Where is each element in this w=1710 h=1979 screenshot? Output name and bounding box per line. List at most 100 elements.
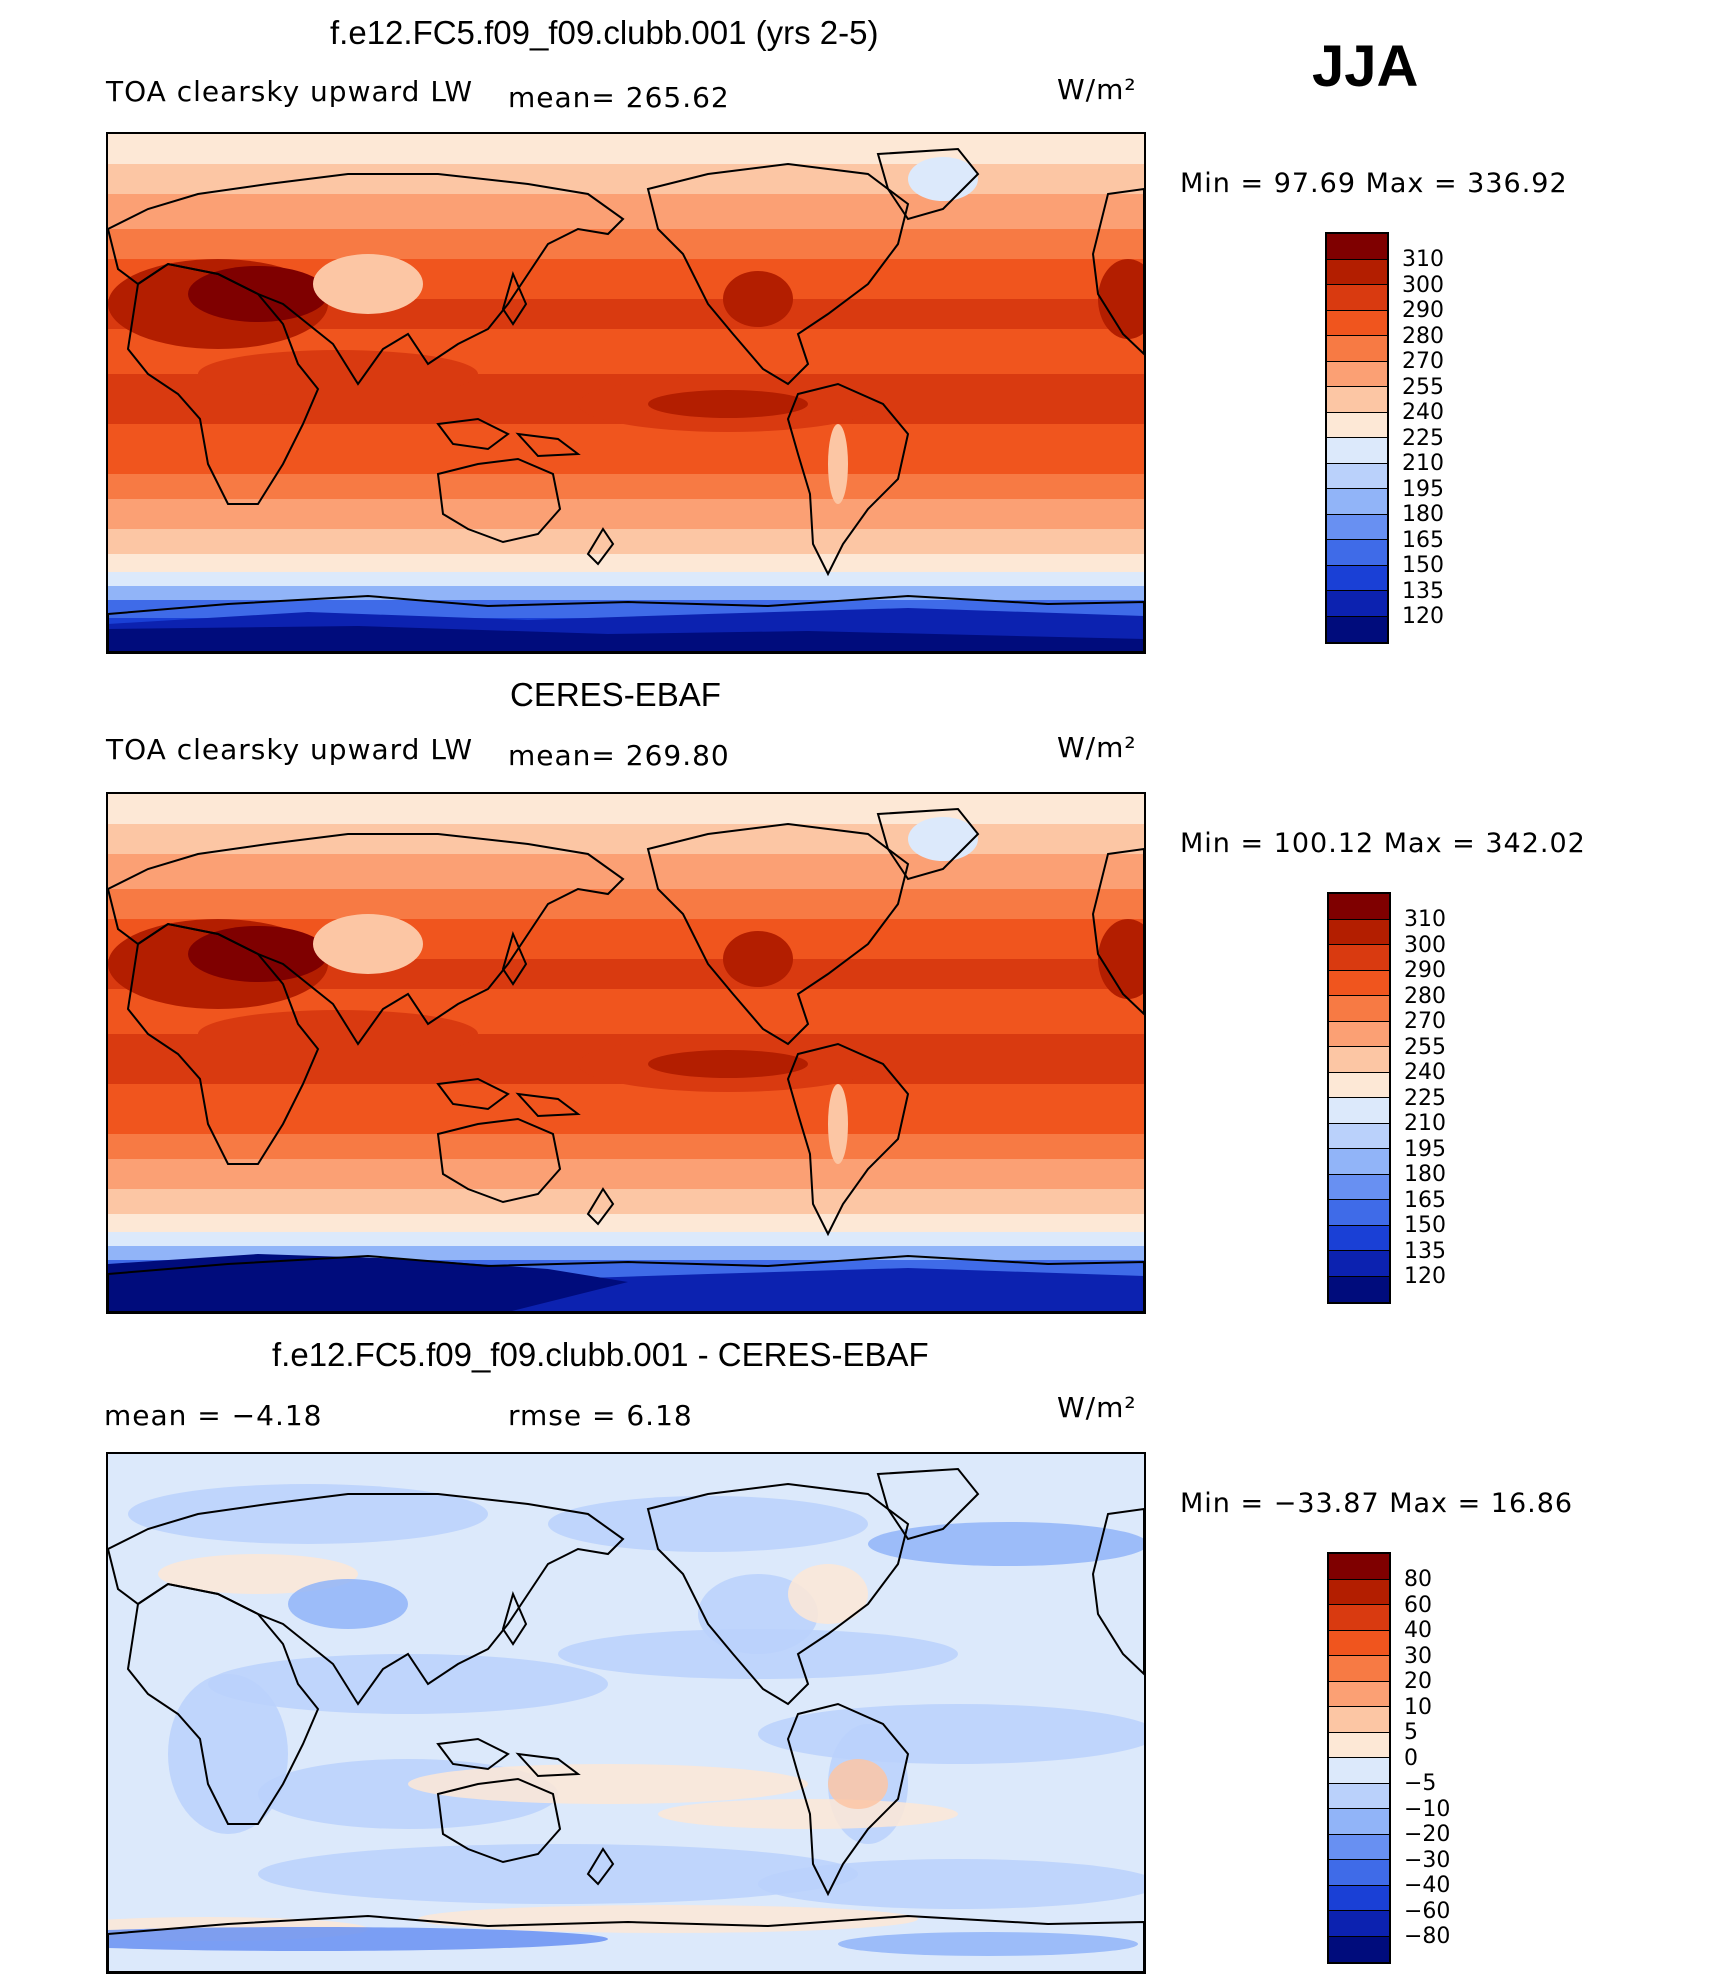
colorbar-swatch: [1329, 1911, 1389, 1937]
colorbar-swatch: [1329, 1681, 1389, 1707]
colorbar-swatch: [1327, 565, 1387, 591]
colorbar-swatch: [1327, 259, 1387, 285]
colorbar-tick-label: 165: [1404, 1187, 1446, 1213]
colorbar-swatch: [1327, 361, 1387, 387]
colorbar-tick-label: 280: [1402, 323, 1444, 349]
colorbar-tick-label: 135: [1402, 578, 1444, 604]
panel-3-min-max: Min = −33.87 Max = 16.86: [1180, 1488, 1574, 1519]
panel-1-field: [108, 134, 1144, 652]
colorbar-tick-label: 310: [1402, 247, 1444, 272]
colorbar-swatch: [1329, 1123, 1389, 1149]
colorbar-tick-label: 120: [1404, 1264, 1446, 1289]
colorbar-tick-label: 135: [1404, 1238, 1446, 1264]
panel-3-map: [106, 1452, 1146, 1974]
colorbar-swatch: [1329, 1707, 1389, 1733]
colorbar-tick-label: 180: [1402, 502, 1444, 527]
colorbar-swatch: [1327, 234, 1387, 260]
colorbar-swatch: [1329, 1276, 1389, 1302]
colorbar-swatch: [1329, 1225, 1389, 1251]
colorbar-swatch: [1329, 1174, 1389, 1200]
colorbar-swatch: [1329, 1579, 1389, 1605]
panel-1-mean: mean= 265.62: [508, 81, 730, 114]
colorbar-swatch: [1329, 1809, 1389, 1835]
colorbar-tick-label: 195: [1402, 476, 1444, 502]
panel-1-min-max: Min = 97.69 Max = 336.92: [1180, 168, 1568, 199]
panel-3-colorbar: [1327, 1552, 1391, 1964]
colorbar-swatch: [1327, 438, 1387, 464]
colorbar-tick-label: 0: [1404, 1745, 1418, 1771]
colorbar-swatch: [1327, 616, 1387, 642]
panel-1-colorbar-labels: 310 300 290 280 270 255 240 225 210 195 180 165 150 1…: [1402, 247, 1444, 630]
colorbar-swatch: [1329, 1758, 1389, 1784]
panel-1-units: W/m²: [1057, 73, 1137, 106]
colorbar-swatch: [1327, 463, 1387, 489]
colorbar-swatch: [1329, 1860, 1389, 1886]
colorbar-swatch: [1329, 1047, 1389, 1073]
panel-3-rmse: rmse = 6.18: [508, 1399, 693, 1432]
colorbar-swatch: [1329, 1885, 1389, 1911]
colorbar-swatch: [1329, 996, 1389, 1022]
colorbar-tick-label: 210: [1402, 451, 1444, 476]
colorbar-swatch: [1327, 489, 1387, 515]
colorbar-tick-label: 280: [1404, 983, 1446, 1009]
panel-2-field: [108, 794, 1144, 1312]
colorbar-tick-label: −80: [1404, 1924, 1451, 1949]
panel-1-title: f.e12.FC5.f09_f09.clubb.001 (yrs 2-5): [330, 14, 879, 51]
colorbar-tick-label: 150: [1404, 1213, 1446, 1238]
colorbar-tick-label: 195: [1404, 1136, 1446, 1162]
colorbar-swatch: [1329, 1783, 1389, 1809]
colorbar-tick-label: −60: [1404, 1898, 1451, 1924]
colorbar-tick-label: 60: [1404, 1592, 1432, 1618]
colorbar-swatch: [1329, 1936, 1389, 1962]
colorbar-swatch: [1327, 387, 1387, 413]
panel-2-variable-label: TOA clearsky upward LW: [106, 733, 474, 766]
colorbar-swatch: [1327, 514, 1387, 540]
colorbar-swatch: [1329, 1021, 1389, 1047]
colorbar-swatch: [1329, 1098, 1389, 1124]
colorbar-tick-label: 40: [1404, 1618, 1432, 1643]
colorbar-tick-label: 225: [1402, 425, 1444, 451]
colorbar-tick-label: 180: [1404, 1162, 1446, 1187]
colorbar-tick-label: 255: [1404, 1034, 1446, 1060]
colorbar-tick-label: 5: [1404, 1720, 1418, 1745]
colorbar-tick-label: 300: [1404, 932, 1446, 958]
panel-2-min-max: Min = 100.12 Max = 342.02: [1180, 828, 1586, 859]
colorbar-tick-label: 255: [1402, 374, 1444, 400]
colorbar-swatch: [1329, 1605, 1389, 1631]
colorbar-tick-label: 120: [1402, 604, 1444, 629]
colorbar-tick-label: −20: [1404, 1822, 1451, 1847]
colorbar-tick-label: 80: [1404, 1567, 1432, 1592]
colorbar-swatch: [1327, 310, 1387, 336]
colorbar-tick-label: −10: [1404, 1796, 1451, 1822]
colorbar-tick-label: 165: [1402, 527, 1444, 553]
colorbar-swatch: [1327, 336, 1387, 362]
colorbar-tick-label: −40: [1404, 1873, 1451, 1898]
colorbar-tick-label: 270: [1402, 349, 1444, 374]
colorbar-swatch: [1327, 285, 1387, 311]
colorbar-swatch: [1329, 945, 1389, 971]
colorbar-tick-label: 30: [1404, 1643, 1432, 1669]
colorbar-tick-label: −5: [1404, 1771, 1437, 1796]
colorbar-swatch: [1327, 412, 1387, 438]
panel-2-mean: mean= 269.80: [508, 739, 730, 772]
colorbar-tick-label: 300: [1402, 272, 1444, 298]
colorbar-tick-label: 270: [1404, 1009, 1446, 1034]
colorbar-tick-label: 225: [1404, 1085, 1446, 1111]
colorbar-tick-label: 240: [1402, 400, 1444, 425]
colorbar-tick-label: 150: [1402, 553, 1444, 578]
panel-3-title: f.e12.FC5.f09_f09.clubb.001 - CERES-EBAF: [272, 1336, 929, 1373]
panel-1-colorbar: [1325, 232, 1389, 644]
colorbar-swatch: [1329, 1200, 1389, 1226]
colorbar-swatch: [1329, 894, 1389, 920]
colorbar-swatch: [1327, 540, 1387, 566]
panel-2-title: CERES-EBAF: [510, 676, 721, 713]
panel-3-units: W/m²: [1057, 1391, 1137, 1424]
colorbar-swatch: [1329, 1149, 1389, 1175]
panel-2-colorbar-labels: 310 300 290 280 270 255 240 225 210 195 180 165 150 1…: [1404, 907, 1446, 1290]
colorbar-tick-label: 290: [1404, 958, 1446, 983]
colorbar-tick-label: 10: [1404, 1694, 1432, 1720]
colorbar-swatch: [1329, 1630, 1389, 1656]
colorbar-swatch: [1329, 1072, 1389, 1098]
colorbar-swatch: [1329, 970, 1389, 996]
panel-2-units: W/m²: [1057, 731, 1137, 764]
